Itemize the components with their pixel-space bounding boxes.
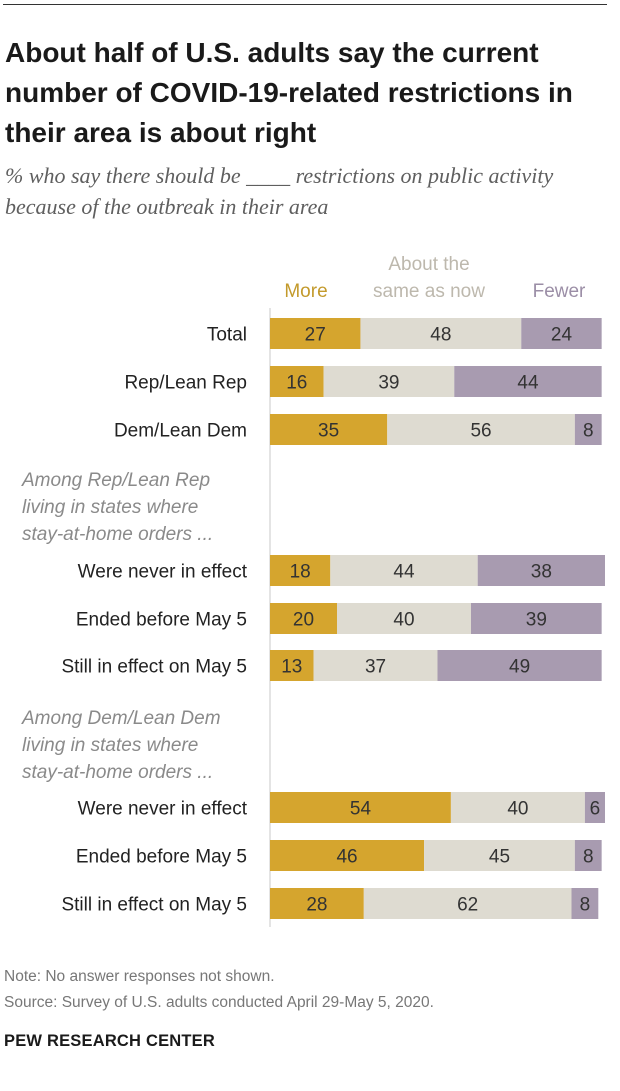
bar-same: [337, 603, 471, 634]
data-label: 35: [318, 421, 339, 442]
data-label: 24: [551, 325, 573, 346]
source: Source: Survey of U.S. adults conducted …: [4, 994, 434, 1011]
data-label: 16: [286, 373, 307, 394]
bar-fewer: [574, 414, 602, 445]
legend-same: same as now: [373, 281, 485, 302]
row-label: Still in effect on May 5: [61, 657, 247, 678]
group-header: stay-at-home orders ...: [22, 762, 213, 783]
top-rule: [3, 4, 607, 5]
data-label: 39: [378, 373, 399, 394]
bar-same: [363, 888, 572, 919]
bar-fewer: [477, 555, 605, 586]
bar-more: [270, 792, 451, 823]
bar-fewer: [574, 840, 602, 871]
bar-fewer: [521, 318, 602, 349]
legend-more: More: [284, 281, 327, 302]
group-header: living in states where: [22, 497, 198, 518]
data-label: 44: [517, 373, 539, 394]
bar-more: [270, 840, 425, 871]
row-label: Dem/Lean Dem: [114, 421, 247, 442]
row-label: Were never in effect: [78, 562, 248, 583]
group-header: Among Rep/Lean Rep: [21, 470, 210, 491]
data-label: 18: [290, 562, 311, 583]
group-header: Among Dem/Lean Dem: [21, 708, 221, 729]
data-label: 56: [470, 421, 491, 442]
bar-same: [424, 840, 575, 871]
data-label: 45: [489, 847, 510, 868]
data-label: 49: [509, 657, 530, 678]
bar-more: [270, 414, 388, 445]
data-label: 27: [305, 325, 326, 346]
note: Note: No answer responses not shown.: [4, 968, 275, 985]
bar-more: [270, 366, 324, 397]
row-label: Ended before May 5: [76, 610, 247, 631]
chart-title: About half of U.S. adults say the curren…: [5, 37, 573, 148]
bar-same: [330, 555, 478, 586]
bar-same: [323, 366, 455, 397]
data-label: 38: [531, 562, 552, 583]
legend-fewer: Fewer: [533, 281, 586, 302]
chart-subtitle: % who say there should be ____ restricti…: [5, 163, 554, 219]
bar-more: [270, 318, 361, 349]
row-label: Total: [207, 325, 247, 346]
data-label: 20: [293, 610, 314, 631]
bar-same: [387, 414, 575, 445]
brand-logo-text: PEW RESEARCH CENTER: [4, 1032, 215, 1050]
data-label: 62: [457, 895, 478, 916]
data-label: 8: [583, 847, 594, 868]
group-header: living in states where: [22, 735, 198, 756]
data-label: 8: [583, 421, 594, 442]
data-label: 54: [350, 799, 372, 820]
group-header: stay-at-home orders ...: [22, 524, 213, 545]
row-label: Were never in effect: [78, 799, 248, 820]
data-label: 28: [306, 895, 327, 916]
data-label: 40: [393, 610, 414, 631]
legend-same: About the: [388, 254, 469, 275]
data-label: 39: [526, 610, 547, 631]
bar-fewer: [437, 650, 602, 681]
row-label: Ended before May 5: [76, 847, 247, 868]
data-label: 44: [393, 562, 415, 583]
bar-more: [270, 603, 337, 634]
bar-fewer: [584, 792, 605, 823]
bar-fewer: [454, 366, 602, 397]
row-label: Rep/Lean Rep: [124, 373, 247, 394]
data-label: 48: [430, 325, 451, 346]
bar-same: [450, 792, 585, 823]
bar-same: [360, 318, 522, 349]
data-label: 40: [507, 799, 528, 820]
bar-more: [270, 650, 314, 681]
data-label: 6: [590, 799, 601, 820]
bar-more: [270, 555, 331, 586]
bar-more: [270, 888, 364, 919]
bar-same: [313, 650, 438, 681]
bar-fewer: [471, 603, 602, 634]
data-label: 37: [365, 657, 386, 678]
data-label: 13: [281, 657, 302, 678]
stacked-bar-chart: More About the same as now Fewer Total 27 48 24…: [21, 254, 605, 927]
row-label: Still in effect on May 5: [61, 895, 247, 916]
data-label: 8: [580, 895, 591, 916]
bar-fewer: [571, 888, 599, 919]
data-label: 46: [336, 847, 357, 868]
